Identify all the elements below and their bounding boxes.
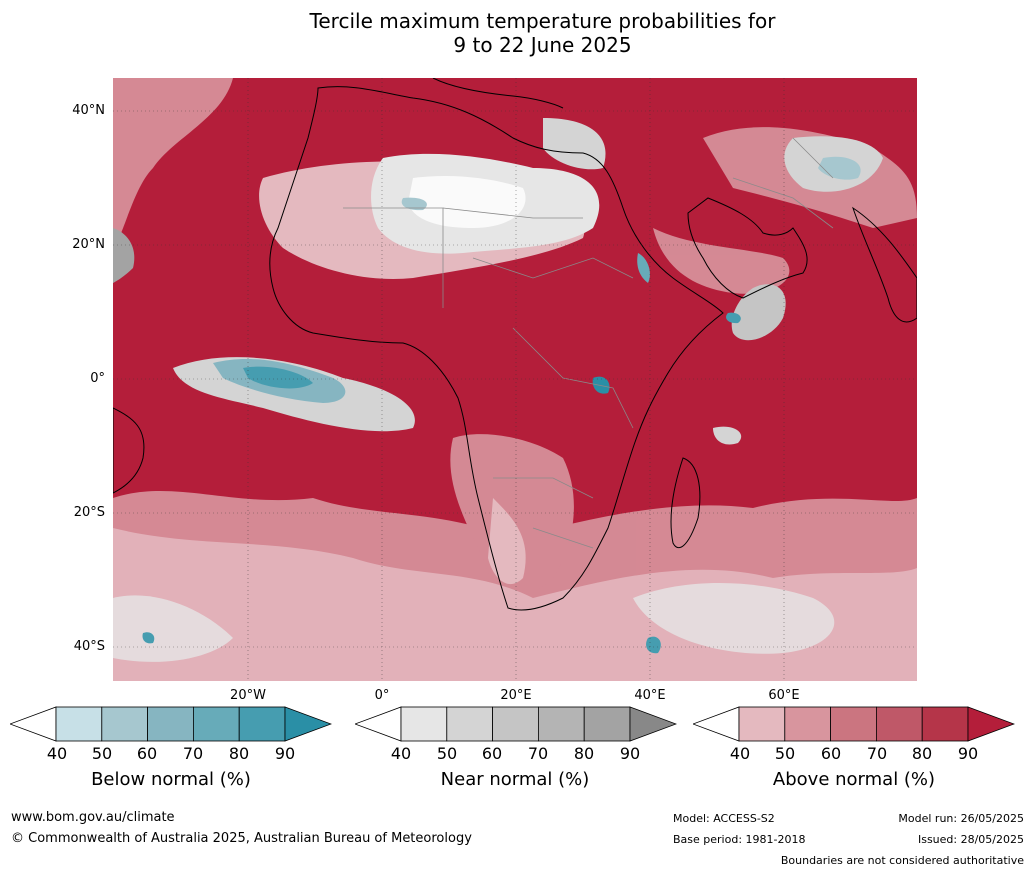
colorbar-segment bbox=[147, 706, 194, 742]
colorbar-below-label: Below normal (%) bbox=[91, 769, 251, 790]
colorbar-segment bbox=[738, 706, 786, 742]
tick: 70 bbox=[527, 744, 549, 763]
lat-label-20s: 20°S bbox=[73, 505, 105, 520]
colorbar-above-segments bbox=[693, 706, 1015, 742]
colorbar-near-segments bbox=[355, 706, 677, 742]
footer-disclaimer: Boundaries are not considered authoritat… bbox=[780, 854, 1024, 867]
lat-label-20n: 20°N bbox=[72, 237, 105, 252]
tick: 40 bbox=[390, 744, 412, 763]
tick: 80 bbox=[228, 744, 250, 763]
tick: 50 bbox=[774, 744, 796, 763]
footer-url: www.bom.gov.au/climate bbox=[11, 810, 175, 825]
footer-copyright: © Commonwealth of Australia 2025, Austra… bbox=[11, 831, 472, 846]
tick: 40 bbox=[729, 744, 751, 763]
tick: 80 bbox=[911, 744, 933, 763]
colorbar-segment bbox=[784, 706, 832, 742]
footer-model-run: Model run: 26/05/2025 bbox=[898, 812, 1024, 825]
tick: 50 bbox=[91, 744, 113, 763]
colorbar-segment bbox=[830, 706, 877, 742]
tick: 60 bbox=[481, 744, 503, 763]
colorbar-segment bbox=[55, 706, 103, 742]
tick: 90 bbox=[274, 744, 296, 763]
map-canvas bbox=[113, 78, 917, 681]
tick: 40 bbox=[46, 744, 68, 763]
map-title: Tercile maximum temperature probabilitie… bbox=[309, 9, 776, 33]
tick: 60 bbox=[820, 744, 842, 763]
footer-base-period: Base period: 1981-2018 bbox=[673, 833, 806, 846]
lon-label-20w: 20°W bbox=[230, 688, 266, 703]
lat-label-40n: 40°N bbox=[72, 103, 105, 118]
colorbar-near-normal bbox=[355, 706, 677, 742]
lon-label-20e: 20°E bbox=[500, 688, 532, 703]
colorbar-segment bbox=[875, 706, 923, 742]
lon-label-0: 0° bbox=[374, 688, 390, 703]
country-borders bbox=[343, 137, 834, 549]
tick: 60 bbox=[136, 744, 158, 763]
lat-label-0: 0° bbox=[90, 371, 105, 386]
colorbar-segment bbox=[400, 706, 448, 742]
footer-issued: Issued: 28/05/2025 bbox=[917, 833, 1024, 846]
colorbar-low-triangle bbox=[10, 706, 57, 742]
tick: 80 bbox=[573, 744, 595, 763]
colorbar-segment bbox=[583, 706, 631, 742]
colorbar-below-normal bbox=[10, 706, 332, 742]
tick: 90 bbox=[619, 744, 641, 763]
colorbar-low-triangle bbox=[355, 706, 402, 742]
lon-label-60e: 60°E bbox=[768, 688, 800, 703]
colorbar-near-label: Near normal (%) bbox=[440, 769, 590, 790]
footer-model: Model: ACCESS-S2 bbox=[673, 812, 775, 825]
graticule bbox=[113, 78, 917, 681]
tick: 90 bbox=[957, 744, 979, 763]
colorbar-segment bbox=[492, 706, 539, 742]
colorbar-above-normal bbox=[693, 706, 1015, 742]
tick: 70 bbox=[866, 744, 888, 763]
colorbar-segment bbox=[921, 706, 969, 742]
colorbar-segment bbox=[238, 706, 286, 742]
tick: 50 bbox=[436, 744, 458, 763]
colorbar-above-label: Above normal (%) bbox=[772, 769, 936, 790]
colorbar-segment bbox=[101, 706, 149, 742]
lat-label-40s: 40°S bbox=[73, 639, 105, 654]
colorbar-high-triangle bbox=[284, 706, 332, 742]
colorbar-high-triangle bbox=[629, 706, 677, 742]
coastlines bbox=[113, 78, 917, 611]
lon-label-40e: 40°E bbox=[634, 688, 666, 703]
tick: 70 bbox=[182, 744, 204, 763]
probability-map bbox=[113, 78, 917, 681]
below-normal-shading bbox=[142, 156, 861, 654]
colorbar-below-segments bbox=[10, 706, 332, 742]
map-subtitle: 9 to 22 June 2025 bbox=[453, 33, 632, 57]
colorbar-segment bbox=[537, 706, 585, 742]
colorbar-low-triangle bbox=[693, 706, 740, 742]
colorbar-segment bbox=[446, 706, 494, 742]
colorbar-segment bbox=[192, 706, 240, 742]
colorbar-high-triangle bbox=[967, 706, 1015, 742]
